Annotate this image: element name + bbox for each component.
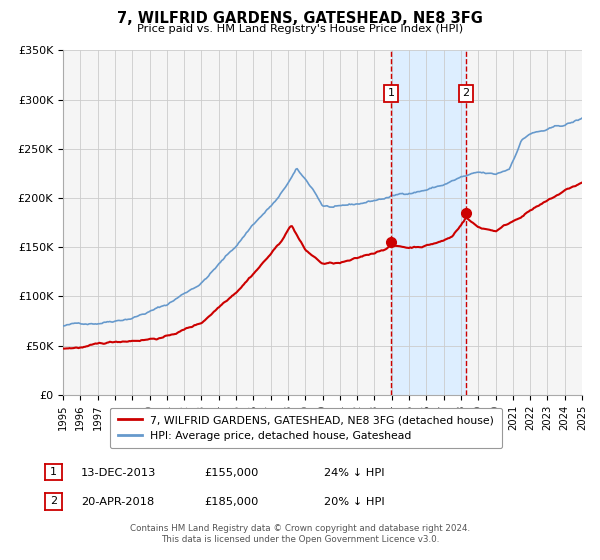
Text: 2: 2 xyxy=(463,88,470,99)
Legend: 7, WILFRID GARDENS, GATESHEAD, NE8 3FG (detached house), HPI: Average price, det: 7, WILFRID GARDENS, GATESHEAD, NE8 3FG (… xyxy=(110,408,502,448)
Text: 2: 2 xyxy=(50,496,57,506)
Text: £185,000: £185,000 xyxy=(204,497,259,507)
Text: 24% ↓ HPI: 24% ↓ HPI xyxy=(324,468,385,478)
Bar xyxy=(391,50,466,395)
Text: This data is licensed under the Open Government Licence v3.0.: This data is licensed under the Open Gov… xyxy=(161,535,439,544)
Text: 1: 1 xyxy=(388,88,394,99)
Text: 20-APR-2018: 20-APR-2018 xyxy=(81,497,154,507)
Text: 1: 1 xyxy=(50,467,57,477)
Text: £155,000: £155,000 xyxy=(204,468,259,478)
Text: 13-DEC-2013: 13-DEC-2013 xyxy=(81,468,157,478)
Text: Contains HM Land Registry data © Crown copyright and database right 2024.: Contains HM Land Registry data © Crown c… xyxy=(130,524,470,533)
Text: 7, WILFRID GARDENS, GATESHEAD, NE8 3FG: 7, WILFRID GARDENS, GATESHEAD, NE8 3FG xyxy=(117,11,483,26)
Text: Price paid vs. HM Land Registry's House Price Index (HPI): Price paid vs. HM Land Registry's House … xyxy=(137,24,463,34)
Text: 20% ↓ HPI: 20% ↓ HPI xyxy=(324,497,385,507)
